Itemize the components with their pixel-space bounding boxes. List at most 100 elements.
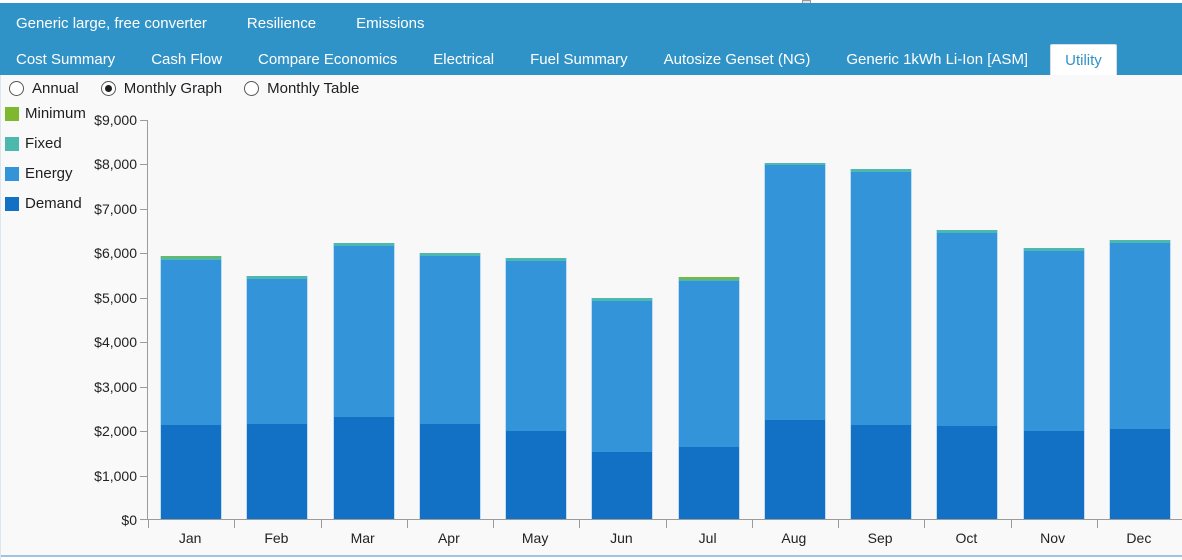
- bar-slot-feb: [234, 119, 320, 519]
- x-axis-tick: [493, 520, 494, 528]
- bar-segment-fixed: [678, 278, 739, 282]
- y-axis-tick: [140, 475, 147, 477]
- x-axis-tick: [1010, 520, 1012, 528]
- x-axis-tick: [148, 520, 149, 528]
- y-axis-tick: [140, 386, 147, 388]
- month-label-mar: Mar: [350, 530, 375, 546]
- tab-row-components: Generic large, free converter Resilience E…: [0, 3, 1182, 43]
- y-tick-label: $4,000: [94, 334, 137, 351]
- bar-segment-energy: [161, 260, 221, 425]
- legend-swatch-icon: [5, 106, 19, 121]
- x-axis-tick: [320, 520, 322, 528]
- bar-segment-demand: [678, 446, 739, 519]
- stacked-bar-aug: [763, 162, 826, 519]
- bar-segment-demand: [592, 451, 653, 519]
- plot-area: [140, 119, 1182, 528]
- y-axis-tick: [140, 120, 147, 121]
- bar-segment-demand: [1023, 430, 1084, 519]
- bar-segment-demand: [333, 416, 394, 519]
- legend-swatch-icon: [5, 166, 19, 181]
- window-bottom-edge: [1, 557, 1182, 560]
- month-label-aug: Aug: [781, 530, 807, 546]
- y-tick-label: $3,000: [94, 378, 137, 395]
- legend-label-energy: Energy: [25, 165, 73, 182]
- legend-label-minimum: Minimum: [25, 105, 86, 122]
- tab-generic-1kwh-li-ion-asm[interactable]: Generic 1kWh Li-Ion [ASM]: [846, 51, 1029, 68]
- radio-label-annual: Annual: [32, 80, 79, 97]
- stacked-bar-jan: [160, 255, 222, 519]
- legend-swatch-icon: [5, 136, 19, 151]
- tab-autosize-genset-ng[interactable]: Autosize Genset (NG): [663, 51, 811, 68]
- window-bottom-border: [1, 555, 1182, 557]
- bar-slot-aug: [752, 119, 838, 519]
- y-tick-label: $9,000: [94, 112, 137, 128]
- y-tick-label: $6,000: [94, 245, 137, 262]
- bar-segment-minimum: [678, 276, 739, 279]
- bar-slot-jun: [579, 119, 665, 519]
- x-axis-tick: [234, 520, 236, 528]
- tab-emissions[interactable]: Emissions: [356, 14, 425, 32]
- y-tick-label: $2,000: [94, 423, 137, 440]
- bar-slot-mar: [321, 119, 407, 519]
- stacked-bar-sep: [850, 169, 912, 519]
- tab-row-results: Cost Summary Cash Flow Compare Economics El…: [0, 43, 1182, 75]
- stacked-bar-mar: [332, 243, 395, 519]
- legend-item-energy: Energy: [5, 165, 86, 182]
- bar-slot-dec: [1097, 119, 1182, 519]
- tab-compare-economics[interactable]: Compare Economics: [258, 51, 398, 68]
- tab-electrical[interactable]: Electrical: [433, 51, 495, 68]
- y-axis-tick: [140, 297, 147, 299]
- bar-segment-energy: [247, 278, 308, 425]
- bar-segment-fixed: [161, 257, 221, 261]
- bar-segment-demand: [161, 424, 221, 519]
- stacked-bar-may: [505, 258, 567, 519]
- tab-generic-large-free-converter[interactable]: Generic large, free converter: [16, 14, 207, 32]
- y-axis-tick: [140, 253, 147, 255]
- radio-circle-icon: [244, 81, 260, 96]
- tab-fuel-summary[interactable]: Fuel Summary: [530, 51, 628, 68]
- bar-segment-energy: [506, 260, 566, 431]
- bar-segment-fixed: [419, 252, 480, 256]
- x-axis-tick: [838, 520, 839, 528]
- radio-annual[interactable]: Annual: [9, 80, 79, 97]
- radio-monthly-graph[interactable]: Monthly Graph: [100, 80, 223, 97]
- radio-label-monthly-graph: Monthly Graph: [123, 80, 223, 97]
- bar-segment-energy: [678, 281, 739, 447]
- y-tick-label: $7,000: [94, 200, 137, 217]
- month-label-nov: Nov: [1040, 530, 1066, 546]
- radio-circle-icon: [9, 81, 24, 96]
- tab-cash-flow[interactable]: Cash Flow: [151, 51, 223, 68]
- bar-segment-energy: [1109, 243, 1170, 429]
- stacked-bar-jul: [677, 276, 740, 519]
- bar-segment-energy: [851, 171, 911, 425]
- stacked-bar-apr: [418, 252, 481, 519]
- y-axis-labels: $9,000 $8,000 $7,000 $6,000 $5,000 $4,000 $3,0…: [1, 112, 137, 528]
- month-label-jul: Jul: [698, 530, 717, 546]
- legend-item-demand: Demand: [5, 195, 86, 212]
- bar-segment-fixed: [506, 258, 566, 261]
- radio-monthly-table[interactable]: Monthly Table: [244, 80, 359, 97]
- legend-label-fixed: Fixed: [25, 135, 62, 152]
- tab-utility[interactable]: Utility: [1050, 44, 1117, 75]
- x-axis-tick: [924, 520, 926, 528]
- y-axis-tick: [140, 431, 147, 433]
- month-label-dec: Dec: [1126, 530, 1152, 546]
- tab-cost-summary[interactable]: Cost Summary: [16, 51, 116, 68]
- x-axis-tick: [1096, 520, 1098, 528]
- radio-label-monthly-table: Monthly Table: [267, 80, 360, 97]
- bar-segment-fixed: [247, 275, 308, 279]
- bar-segment-fixed: [1023, 248, 1084, 252]
- utility-panel: Annual Monthly Graph Monthly Table Minimum…: [0, 75, 1182, 560]
- stacked-bar-jun: [591, 298, 654, 519]
- legend-label-demand: Demand: [25, 195, 82, 212]
- bar-segment-fixed: [1109, 240, 1170, 244]
- month-label-may: May: [521, 530, 549, 546]
- tab-bar: Generic large, free converter Resilience E…: [0, 3, 1182, 75]
- y-axis-tick: [140, 342, 147, 344]
- month-label-sep: Sep: [867, 530, 893, 546]
- bar-segment-demand: [419, 424, 480, 519]
- tab-resilience[interactable]: Resilience: [246, 14, 317, 32]
- y-axis-tick: [140, 519, 147, 520]
- bar-segment-fixed: [851, 169, 911, 172]
- stacked-bar-oct: [936, 230, 999, 519]
